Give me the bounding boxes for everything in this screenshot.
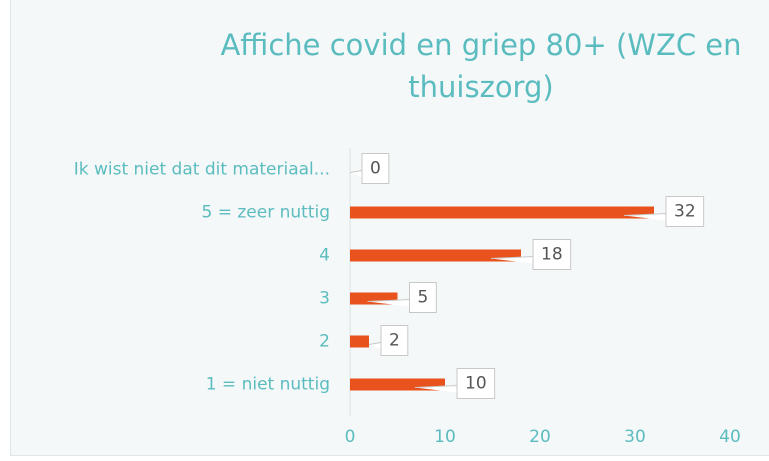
bar: [350, 335, 369, 348]
value-label: 5: [418, 288, 429, 308]
value-label: 32: [674, 202, 696, 222]
x-tick-label: 20: [529, 427, 551, 447]
y-tick-label: 3: [319, 289, 330, 309]
x-tick-label: 0: [345, 427, 356, 447]
x-tick-label: 40: [719, 427, 741, 447]
value-label-box: [361, 153, 390, 184]
chart-title: Affiche covid en griep 80+ (WZC en thuis…: [220, 28, 742, 104]
value-label-pointer: [490, 255, 534, 264]
y-tick-label: 1 = niet nuttig: [206, 375, 330, 395]
y-tick-label: Ik wist niet dat dit materiaal...: [74, 160, 330, 180]
x-tick-label: 10: [434, 427, 456, 447]
value-label-box: [380, 325, 409, 356]
y-tick-label: 2: [319, 332, 330, 352]
value-label-box: [532, 239, 572, 270]
value-label: 18: [541, 245, 563, 265]
value-label-box: [456, 368, 496, 399]
value-label: 0: [370, 159, 381, 179]
value-label-pointer: [623, 212, 667, 221]
value-label: 2: [389, 331, 400, 351]
value-label-box: [665, 196, 705, 227]
value-label: 10: [465, 374, 487, 394]
bar: [350, 206, 654, 219]
bar: [350, 249, 521, 262]
value-label-pointer: [349, 169, 363, 178]
y-tick-label: 4: [319, 246, 330, 266]
value-label-pointer: [368, 341, 382, 350]
value-label-pointer: [367, 298, 410, 307]
value-label-box: [409, 282, 437, 313]
value-label-pointer: [414, 384, 458, 393]
x-tick-label: 30: [624, 427, 646, 447]
y-tick-label: 5 = zeer nuttig: [202, 203, 331, 223]
